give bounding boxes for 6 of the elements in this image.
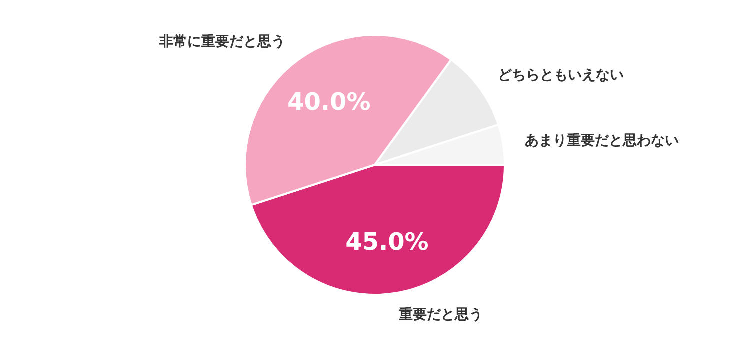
data-label: 40.0% (288, 88, 371, 116)
slice-label: あまり重要だと思わない (525, 133, 680, 150)
data-label: 45.0% (346, 228, 429, 256)
slice-label: 非常に重要だと思う (158, 34, 286, 50)
slice-label: どちらともいえない (498, 68, 624, 84)
slice-label: 重要だと思う (398, 307, 483, 324)
